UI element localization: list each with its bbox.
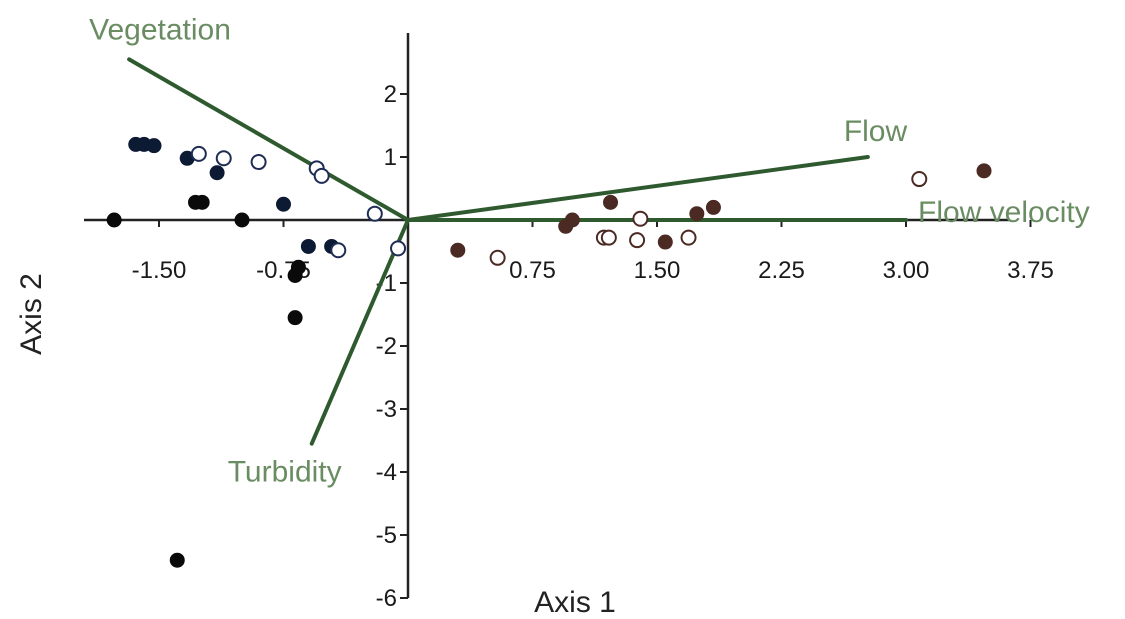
vector-group: Vegetation Flow Flow velocity Turbidity: [89, 13, 1090, 488]
filled-point: [287, 267, 303, 283]
filled-point: [657, 234, 673, 250]
open-point: [313, 167, 330, 184]
filled-point: [106, 212, 122, 228]
open-point: [629, 232, 646, 249]
x-tick-label: 3.00: [883, 257, 930, 284]
filled-point: [169, 552, 185, 568]
open-point: [911, 171, 928, 188]
y-tick-label: -4: [376, 459, 397, 486]
x-axis-title: Axis 1: [534, 586, 616, 619]
vector-label: Turbidity: [228, 456, 342, 489]
filled-point: [564, 212, 580, 228]
filled-point: [450, 242, 466, 258]
filled-point: [300, 238, 316, 254]
vector-label: Vegetation: [89, 13, 231, 46]
y-tick-label: -3: [376, 396, 397, 423]
y-tick-label: -2: [376, 333, 397, 360]
filled-point: [603, 194, 619, 210]
open-point: [632, 210, 649, 227]
filled-point: [705, 199, 721, 215]
open-point: [215, 150, 232, 167]
open-point: [600, 229, 617, 246]
open-point: [190, 145, 207, 162]
filled-point: [976, 163, 992, 179]
point-group: [106, 136, 992, 568]
y-axis-title: Axis 2: [15, 273, 48, 355]
vector-line: [309, 218, 410, 446]
y-tick-label: 2: [384, 81, 397, 108]
open-point: [489, 249, 506, 266]
open-point: [680, 229, 697, 246]
filled-point: [146, 138, 162, 154]
x-tick-label: 2.25: [758, 257, 805, 284]
filled-point: [276, 196, 291, 212]
y-tick-label: 1: [384, 144, 397, 171]
vector-line: [127, 57, 410, 222]
filled-point: [194, 194, 210, 210]
open-point: [366, 205, 383, 222]
open-point: [250, 154, 267, 171]
vector-label: Flow: [844, 115, 908, 148]
tick-group: -1.50 -0.75 0.75 1.50 2.25 3.00 3.7521-1-2-3-4…: [132, 81, 1054, 612]
open-point: [390, 240, 407, 257]
x-tick-label: 3.75: [1007, 257, 1054, 284]
vector-line: [406, 155, 870, 222]
open-point: [330, 242, 347, 259]
filled-point: [287, 310, 303, 326]
y-tick-label: -5: [376, 522, 397, 549]
x-tick-label: 1.50: [634, 257, 681, 284]
vector-label: Flow velocity: [918, 196, 1090, 229]
filled-point: [209, 165, 225, 181]
y-tick-label: -6: [376, 585, 397, 612]
filled-point: [234, 212, 250, 228]
x-tick-label: -1.50: [132, 257, 187, 284]
y-tick-label: -1: [376, 270, 397, 297]
x-tick-label: 0.75: [509, 257, 556, 284]
filled-point: [689, 206, 705, 222]
